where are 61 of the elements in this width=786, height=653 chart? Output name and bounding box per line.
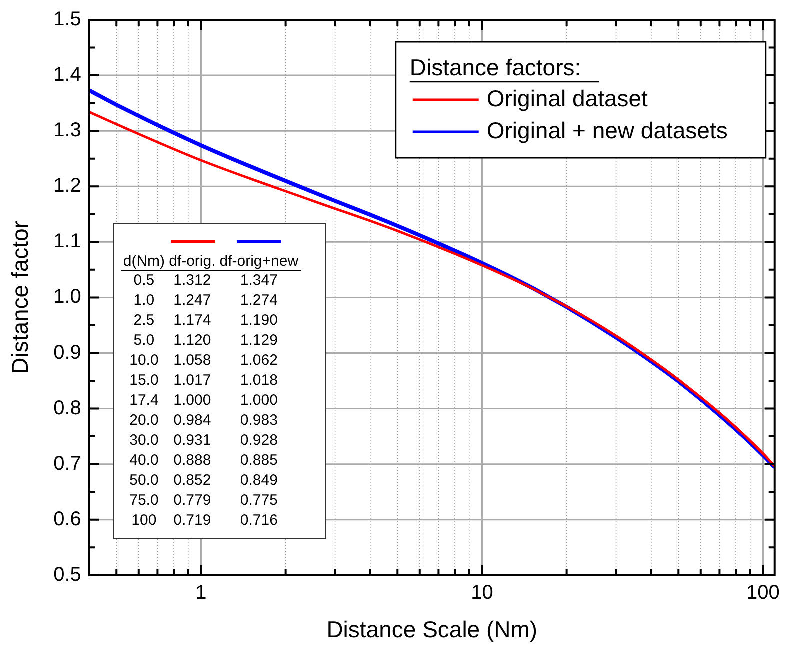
annotation: 0.983 <box>239 411 279 432</box>
annotation: 1.058 <box>172 351 212 372</box>
y-tick-label: 1.3 <box>54 120 82 142</box>
annotation: 0.849 <box>239 471 279 492</box>
annotation: 1.247 <box>172 291 212 312</box>
y-tick-label: 0.6 <box>54 508 82 530</box>
annotation: 0.984 <box>172 411 212 432</box>
annotation: 1.274 <box>239 291 279 312</box>
annotation: 1.347 <box>239 271 279 292</box>
legend-label: Original + new datasets <box>486 117 728 144</box>
y-tick-label: 0.8 <box>54 397 82 420</box>
y-tick-label: 1.4 <box>54 64 82 86</box>
annotation: 0.888 <box>172 451 212 472</box>
annotation: df-orig. <box>167 253 218 271</box>
annotation: 1.120 <box>172 331 212 352</box>
annotation: 2.5 <box>132 311 156 332</box>
annotation: 0.775 <box>239 491 279 512</box>
annotation: 1.174 <box>172 311 212 332</box>
y-tick-label: 1.0 <box>54 286 82 308</box>
annotation: 1.312 <box>172 271 212 292</box>
annotation: 1.190 <box>239 311 279 332</box>
annotation: 1.062 <box>239 351 279 372</box>
annotation: 15.0 <box>128 371 160 392</box>
annotation: 0.928 <box>239 431 279 452</box>
x-tick-label: 100 <box>746 582 780 604</box>
y-tick-label: 0.5 <box>54 564 82 586</box>
annotation: 10.0 <box>128 351 160 372</box>
x-axis-title: Distance Scale (Nm) <box>326 616 538 643</box>
annotation: 50.0 <box>128 471 160 492</box>
annotation: 75.0 <box>128 491 160 512</box>
annotation: 1.129 <box>239 331 279 352</box>
y-axis-title: Distance factor <box>7 220 34 374</box>
annotation: 0.852 <box>172 471 212 492</box>
annotation: 40.0 <box>128 451 160 472</box>
legend-label: Original dataset <box>486 85 649 112</box>
y-tick-label: 1.5 <box>54 8 82 31</box>
y-tick-label: 1.2 <box>54 175 82 198</box>
annotation: 1.000 <box>239 391 279 412</box>
annotation: 5.0 <box>132 331 156 352</box>
annotation: 0.931 <box>172 431 212 452</box>
annotation: 0.5 <box>132 271 156 292</box>
annotation: 30.0 <box>128 431 160 452</box>
legend-title: Distance factors: <box>410 54 582 80</box>
annotation: d(Nm) <box>121 253 168 271</box>
y-tick-label: 1.1 <box>54 230 82 253</box>
annotation: 0.719 <box>172 511 212 532</box>
annotation: 100 <box>130 511 158 532</box>
annotation: 17.4 <box>128 391 160 412</box>
y-tick-label: 0.9 <box>54 342 82 364</box>
annotation: 0.716 <box>239 511 279 532</box>
annotation: 20.0 <box>128 411 160 432</box>
y-tick-label: 0.7 <box>54 452 82 475</box>
annotation: df-orig+new <box>218 253 301 271</box>
annotation: 1.0 <box>132 291 156 312</box>
x-tick-label: 1 <box>196 582 207 604</box>
annotation: 1.017 <box>172 371 212 392</box>
annotation: 1.000 <box>172 391 212 412</box>
annotation: 0.885 <box>239 451 279 472</box>
x-tick-label: 10 <box>471 582 494 604</box>
annotation: 0.779 <box>172 491 212 512</box>
annotation: 1.018 <box>239 371 279 392</box>
